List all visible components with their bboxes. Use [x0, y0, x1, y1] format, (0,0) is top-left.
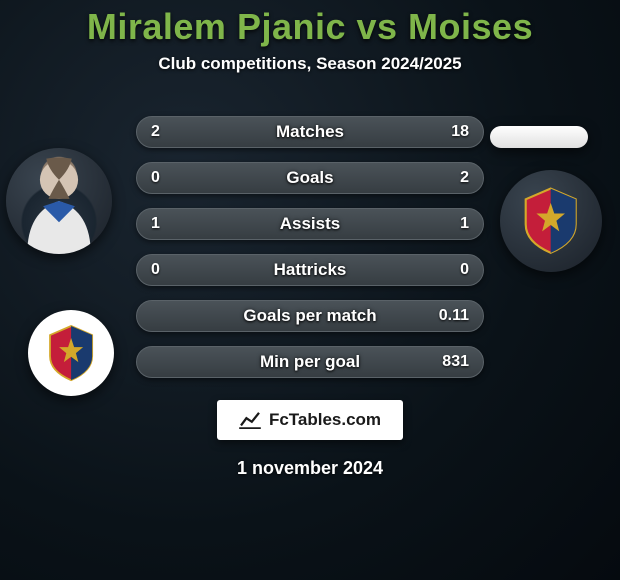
comparison-card: Miralem Pjanic vs Moises Club competitio…: [0, 0, 620, 479]
stat-label: Matches: [276, 122, 344, 142]
stat-right-value: 18: [451, 123, 469, 141]
stat-right-value: 0: [460, 261, 469, 279]
stat-label: Assists: [280, 214, 340, 234]
club-crest-icon: [41, 323, 101, 383]
stat-right-value: 2: [460, 169, 469, 187]
stat-left-value: 0: [151, 261, 160, 279]
stat-left-value: 2: [151, 123, 160, 141]
stat-row: Goals per match 0.11: [136, 300, 484, 332]
player-silhouette-icon: [6, 148, 112, 254]
date-label: 1 november 2024: [0, 458, 620, 479]
stat-row: 1 Assists 1: [136, 208, 484, 240]
club-right-crest: [500, 170, 602, 272]
stat-label: Hattricks: [274, 260, 347, 280]
stat-row: Min per goal 831: [136, 346, 484, 378]
club-crest-icon: [515, 185, 586, 256]
stat-left-value: 0: [151, 169, 160, 187]
stats-list: 2 Matches 18 0 Goals 2 1 Assists 1 0 Hat…: [136, 116, 484, 378]
stat-label: Min per goal: [260, 352, 360, 372]
footer: FcTables.com 1 november 2024: [0, 400, 620, 479]
subtitle: Club competitions, Season 2024/2025: [0, 54, 620, 74]
source-badge-label: FcTables.com: [269, 410, 381, 430]
stat-row: 2 Matches 18: [136, 116, 484, 148]
stat-right-value: 0.11: [439, 307, 469, 325]
page-title: Miralem Pjanic vs Moises: [0, 6, 620, 48]
stat-left-value: 1: [151, 215, 160, 233]
player-left-avatar: [6, 148, 112, 254]
stat-row: 0 Hattricks 0: [136, 254, 484, 286]
stat-right-value: 831: [442, 353, 469, 371]
stat-label: Goals per match: [243, 306, 376, 326]
club-left-crest: [28, 310, 114, 396]
stat-right-value: 1: [460, 215, 469, 233]
chart-icon: [239, 411, 261, 429]
stat-label: Goals: [286, 168, 333, 188]
stat-row: 0 Goals 2: [136, 162, 484, 194]
source-badge[interactable]: FcTables.com: [217, 400, 403, 440]
player-right-avatar: [490, 126, 588, 148]
